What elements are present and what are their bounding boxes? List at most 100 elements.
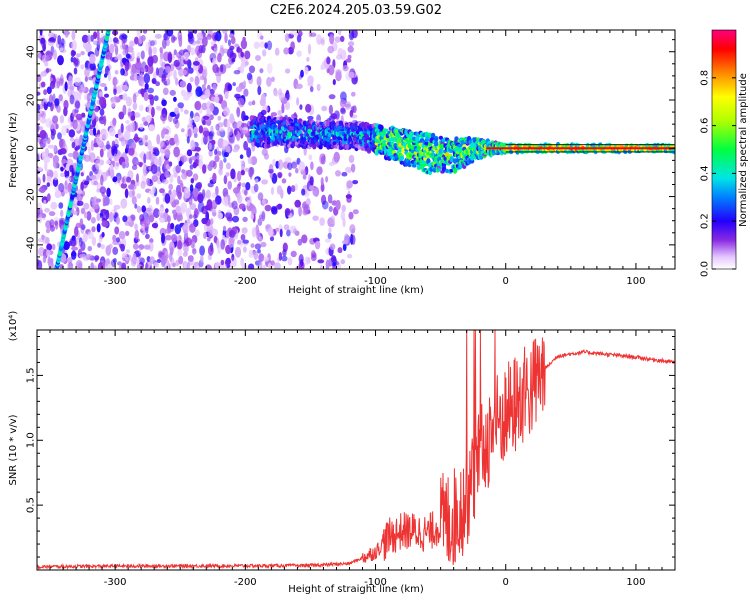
heatmap-cell [220,259,225,266]
heatmap-cell [159,227,167,237]
heatmap-cell [59,114,65,124]
heatmap-cell [118,231,126,240]
heatmap-cell [298,205,302,217]
heatmap-cell [227,180,232,190]
heatmap-cell [147,65,154,75]
heatmap-cell [41,54,47,63]
heatmap-cell [71,246,79,251]
heatmap-cell [143,153,147,164]
heatmap-cell [153,147,159,153]
heatmap-cell [71,40,77,51]
heatmap-cell [146,177,151,186]
heatmap-cell [117,175,121,184]
heatmap-cell [114,55,119,61]
heatmap-cell [61,158,67,165]
heatmap-cell [46,137,51,145]
heatmap-cell [169,89,176,96]
heatmap-cell [208,142,212,150]
heatmap-cell [297,30,303,37]
heatmap-cell [96,134,102,145]
heatmap-cell [296,97,300,106]
heatmap-cell [112,234,117,242]
heatmap-cell [125,249,130,254]
heatmap-cell [95,198,102,203]
heatmap-cell [73,67,78,75]
heatmap-cell [186,44,192,53]
heatmap-cell [193,126,198,134]
heatmap-cell [106,263,113,269]
heatmap-cell [179,182,184,188]
heatmap-cell [106,187,111,198]
heatmap-cell [124,61,129,72]
heatmap-cell [168,183,173,191]
heatmap-cell [186,149,193,157]
heatmap-cell [150,163,158,175]
heatmap-cell [58,94,63,102]
heatmap-cell [307,115,314,120]
bottom-y-axis-label: SNR (10 * v/v) [8,414,19,485]
heatmap-cell [142,165,147,177]
heatmap-cell [167,215,171,223]
heatmap-cell [257,192,264,201]
heatmap-cell [47,152,54,159]
heatmap-cell [214,72,222,77]
heatmap-cell [71,30,76,41]
heatmap-cell [348,71,355,79]
heatmap-cell [328,64,335,76]
heatmap-cell [251,141,256,147]
heatmap-cell [135,160,139,165]
heatmap-cell [194,100,202,111]
heatmap-cell [327,45,335,54]
heatmap-cell [37,91,41,96]
heatmap-cell [49,36,55,43]
heatmap-cell [121,57,127,64]
heatmap-cell [173,49,177,56]
heatmap-cell [175,205,181,214]
heatmap-cell [175,77,179,86]
heatmap-cell [217,212,223,220]
heatmap-cell [251,227,257,238]
heatmap-cell [230,168,236,180]
heatmap-cell [37,166,43,172]
heatmap-cell [327,232,332,240]
heatmap-cell [344,103,351,108]
heatmap-cell [225,162,231,170]
heatmap-cell [250,213,254,220]
heatmap-cell [261,211,266,222]
heatmap-cell [326,68,330,74]
heatmap-cell [122,49,128,56]
heatmap-cell [64,169,70,179]
heatmap-cell [58,202,64,209]
heatmap-cell [234,43,239,48]
heatmap-cell [240,51,244,58]
heatmap-cell [88,146,91,155]
heatmap-cell [180,54,185,66]
heatmap-cell [145,233,150,240]
heatmap-cell [423,156,428,161]
x-tick-label: -100 [364,577,387,588]
heatmap-cell [259,41,266,48]
heatmap-cell [302,174,307,180]
heatmap-cell [197,182,203,189]
heatmap-cell [169,63,175,72]
heatmap-cell [39,30,43,36]
heatmap-cell [99,108,105,116]
heatmap-cell [89,62,96,71]
heatmap-cell [290,41,295,51]
heatmap-cell [174,224,181,235]
heatmap-cell [109,198,113,206]
heatmap-cell [384,128,389,132]
heatmap-cell [202,164,207,174]
heatmap-cell [143,218,151,227]
heatmap-cell [424,138,429,143]
heatmap-cell [133,73,138,82]
heatmap-cell [210,139,216,146]
heatmap-cell [201,30,205,33]
heatmap-cell [42,255,47,264]
heatmap-cell [333,151,340,163]
heatmap-cell [278,252,283,261]
heatmap-cell [283,224,290,231]
heatmap-cell [143,91,149,102]
heatmap-cell [149,238,154,244]
heatmap-cell [202,115,210,120]
